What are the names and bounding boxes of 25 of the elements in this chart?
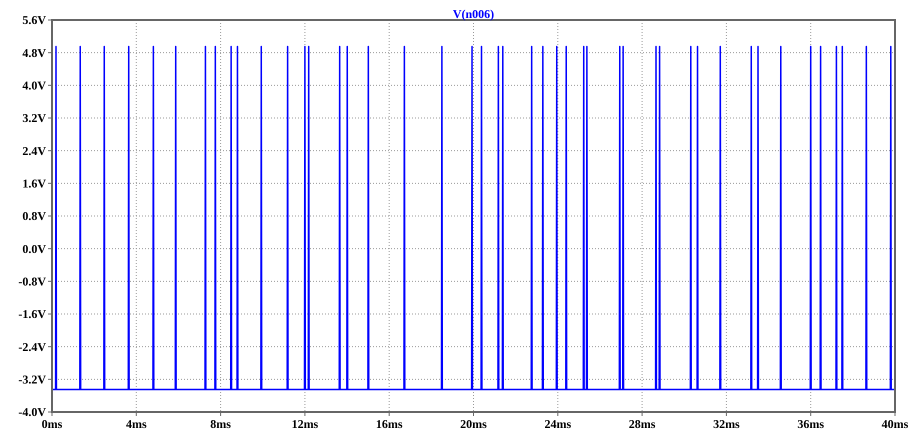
x-tick-label: 12ms (292, 417, 319, 431)
x-tick-label: 8ms (210, 417, 232, 431)
x-tick-label: 0ms (42, 417, 63, 431)
x-tick-label: 36ms (797, 417, 824, 431)
y-tick-label: -2.4V (18, 340, 46, 354)
y-tick-label: 4.0V (22, 78, 46, 93)
y-tick-label: 5.6V (22, 13, 46, 28)
y-tick-label: -3.2V (18, 372, 46, 387)
y-tick-label: -1.6V (18, 307, 46, 322)
chart-title: V(n006) (452, 7, 494, 21)
y-tick-label: 3.2V (22, 111, 46, 126)
y-tick-label: 4.8V (22, 46, 46, 60)
y-tick-label: 1.6V (22, 176, 46, 191)
x-tick-label: 20ms (460, 417, 488, 431)
x-tick-label: 28ms (628, 417, 656, 431)
y-tick-label: 2.4V (22, 144, 46, 158)
y-tick-label: 0.0V (22, 242, 46, 256)
x-tick-label: 32ms (713, 417, 740, 431)
y-tick-label: -0.8V (18, 274, 46, 289)
x-tick-label: 24ms (544, 417, 572, 431)
x-tick-label: 4ms (126, 417, 147, 431)
x-tick-label: 16ms (376, 417, 403, 431)
x-tick-label: 40ms (882, 417, 909, 431)
y-tick-label: 0.8V (22, 209, 46, 224)
y-tick-label: -4.0V (18, 405, 46, 420)
